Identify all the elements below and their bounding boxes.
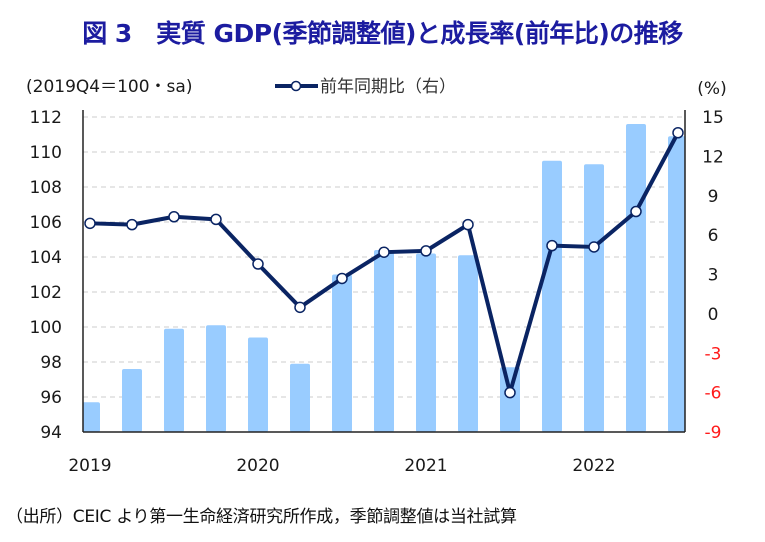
left-tick-label: 110	[30, 143, 62, 163]
line-point	[336, 272, 348, 285]
legend-marker-icon	[290, 80, 302, 92]
line-point	[210, 213, 222, 226]
right-tick-label: -9	[705, 423, 722, 443]
line-point	[84, 217, 96, 230]
line-point	[588, 241, 600, 253]
bar	[458, 255, 478, 432]
left-axis-ticks: 112 110 108 106 104 102 100 98 96 94	[30, 108, 62, 443]
left-tick-label: 94	[40, 423, 62, 443]
chart-title: 図 3 実質 GDP(季節調整値)と成長率(前年比)の推移	[82, 19, 683, 48]
left-tick-label: 102	[30, 283, 62, 303]
right-tick-label: -6	[705, 384, 722, 404]
right-tick-label: 9	[708, 187, 719, 207]
bar	[668, 136, 685, 432]
bar	[374, 250, 394, 432]
bar	[416, 253, 436, 432]
bar-series	[83, 124, 685, 432]
right-axis-ticks: 15 12 9 6 3 0 -3 -6 -9	[702, 108, 724, 443]
x-tick-label: 2019	[68, 456, 111, 476]
bar	[584, 164, 604, 432]
x-tick-label: 2021	[404, 456, 447, 476]
bar	[290, 363, 310, 432]
right-tick-label: 15	[702, 108, 724, 128]
left-axis-label: (2019Q4＝100・sa)	[26, 77, 192, 97]
line-point	[126, 218, 138, 231]
bar	[542, 160, 562, 432]
axes	[82, 110, 686, 433]
right-axis-label: (%)	[697, 79, 726, 99]
x-axis-ticks: 2019 2020 2021 2022	[68, 456, 615, 476]
bar	[164, 328, 184, 432]
bar	[626, 124, 646, 432]
bar	[500, 367, 520, 432]
left-tick-label: 108	[30, 178, 62, 198]
left-tick-label: 112	[30, 108, 62, 128]
legend: 前年同期比（右）	[275, 77, 456, 97]
line-point	[672, 127, 684, 139]
left-tick-label: 96	[40, 388, 62, 408]
footnote: （出所）CEIC より第一生命経済研究所作成，季節調整値は当社試算	[6, 507, 517, 527]
right-tick-label: 3	[708, 266, 719, 286]
x-tick-label: 2020	[236, 456, 279, 476]
bar	[332, 274, 352, 432]
bar	[248, 337, 268, 432]
line-series	[84, 127, 684, 399]
line-point	[462, 218, 474, 231]
line-point	[252, 258, 264, 270]
left-tick-label: 106	[30, 213, 62, 233]
line-point	[168, 211, 180, 223]
line-point	[420, 245, 432, 257]
right-tick-label: 0	[708, 305, 719, 325]
line-point	[504, 386, 516, 399]
x-tick-label: 2022	[572, 456, 615, 476]
line-point	[378, 246, 390, 258]
legend-label: 前年同期比（右）	[320, 77, 456, 97]
left-tick-label: 100	[30, 318, 62, 338]
chart: (2019Q4＝100・sa) (%) 前年同期比（右） 112 110 108 10…	[26, 77, 727, 476]
right-tick-label: 12	[702, 147, 724, 167]
left-tick-label: 104	[30, 248, 62, 268]
right-tick-label: 6	[708, 226, 719, 246]
bar	[122, 369, 142, 432]
line-point	[546, 239, 558, 252]
bar	[83, 402, 100, 432]
line-point	[294, 301, 306, 314]
bar	[206, 325, 226, 432]
line-point	[630, 205, 642, 218]
left-tick-label: 98	[40, 353, 62, 373]
right-tick-label: -3	[705, 344, 722, 364]
